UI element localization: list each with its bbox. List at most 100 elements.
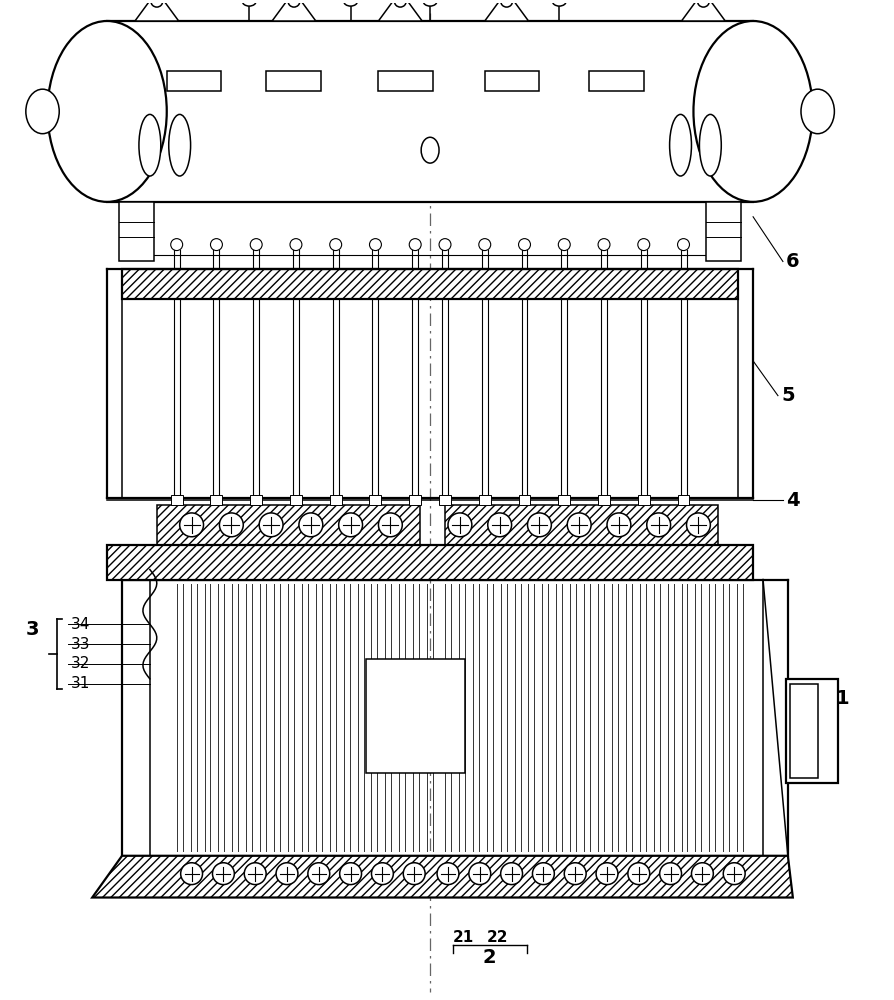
Circle shape (637, 239, 650, 251)
Bar (439, 495, 451, 505)
Polygon shape (272, 0, 316, 21)
Circle shape (598, 239, 610, 251)
Circle shape (180, 513, 204, 537)
Bar (786, 679, 838, 783)
Bar (107, 269, 122, 498)
Circle shape (678, 239, 689, 251)
Circle shape (479, 239, 491, 251)
Text: 6: 6 (786, 252, 799, 271)
Ellipse shape (26, 89, 59, 134)
Circle shape (288, 0, 299, 7)
Circle shape (290, 239, 302, 251)
Circle shape (501, 0, 512, 7)
Ellipse shape (694, 21, 813, 202)
Circle shape (339, 513, 363, 537)
Circle shape (276, 863, 298, 885)
Circle shape (607, 513, 631, 537)
Circle shape (403, 863, 426, 885)
Bar (790, 684, 818, 778)
Circle shape (723, 863, 745, 885)
Bar (107, 545, 753, 580)
Bar (107, 21, 753, 202)
Circle shape (564, 863, 586, 885)
Circle shape (378, 513, 402, 537)
Circle shape (660, 863, 681, 885)
Circle shape (527, 513, 552, 537)
Bar (330, 495, 342, 505)
Circle shape (213, 863, 234, 885)
Polygon shape (485, 0, 528, 21)
Circle shape (448, 513, 472, 537)
Ellipse shape (242, 0, 257, 6)
Circle shape (559, 239, 570, 251)
Text: 34: 34 (71, 617, 89, 632)
Circle shape (568, 513, 591, 537)
Text: 22: 22 (487, 930, 509, 945)
Circle shape (308, 863, 330, 885)
Circle shape (687, 513, 711, 537)
Circle shape (394, 0, 406, 7)
Bar (119, 202, 154, 261)
Circle shape (488, 513, 511, 537)
Circle shape (151, 0, 163, 7)
Ellipse shape (801, 89, 834, 134)
Bar (678, 495, 689, 505)
Bar (290, 495, 302, 505)
Circle shape (340, 863, 361, 885)
Text: 3: 3 (26, 620, 39, 639)
Circle shape (250, 239, 262, 251)
Ellipse shape (343, 0, 358, 6)
Bar (519, 495, 530, 505)
Circle shape (259, 513, 283, 537)
Bar (378, 71, 433, 91)
Circle shape (519, 239, 530, 251)
Circle shape (244, 863, 266, 885)
Circle shape (628, 863, 650, 885)
Circle shape (369, 239, 382, 251)
Circle shape (691, 863, 713, 885)
Polygon shape (681, 0, 725, 21)
Bar (167, 71, 222, 91)
Polygon shape (378, 0, 422, 21)
Circle shape (596, 863, 618, 885)
Circle shape (533, 863, 554, 885)
Text: 5: 5 (781, 386, 795, 405)
Text: 1: 1 (836, 689, 849, 708)
Ellipse shape (552, 0, 566, 6)
Circle shape (646, 513, 670, 537)
Bar (738, 269, 753, 498)
Circle shape (468, 863, 491, 885)
Bar (122, 269, 738, 299)
Circle shape (409, 239, 421, 251)
Ellipse shape (169, 114, 190, 176)
Bar (485, 71, 539, 91)
Circle shape (210, 239, 223, 251)
Text: 4: 4 (786, 490, 799, 510)
Circle shape (372, 863, 393, 885)
Bar (409, 495, 421, 505)
Circle shape (299, 513, 323, 537)
Bar (266, 71, 321, 91)
Bar (445, 505, 718, 545)
Bar (559, 495, 570, 505)
Ellipse shape (47, 21, 167, 202)
Ellipse shape (139, 114, 161, 176)
Polygon shape (135, 0, 179, 21)
Circle shape (501, 863, 522, 885)
Bar (589, 71, 644, 91)
Bar (210, 495, 223, 505)
Circle shape (330, 239, 342, 251)
Ellipse shape (670, 114, 691, 176)
Bar (369, 495, 382, 505)
Bar (598, 495, 610, 505)
Text: 32: 32 (71, 656, 89, 671)
Bar (171, 495, 182, 505)
Circle shape (437, 863, 459, 885)
Bar (479, 495, 491, 505)
Bar (706, 202, 741, 261)
Polygon shape (92, 856, 793, 898)
Circle shape (219, 513, 243, 537)
Text: 33: 33 (71, 637, 90, 652)
Text: 31: 31 (71, 676, 89, 691)
Text: 2: 2 (483, 948, 496, 967)
